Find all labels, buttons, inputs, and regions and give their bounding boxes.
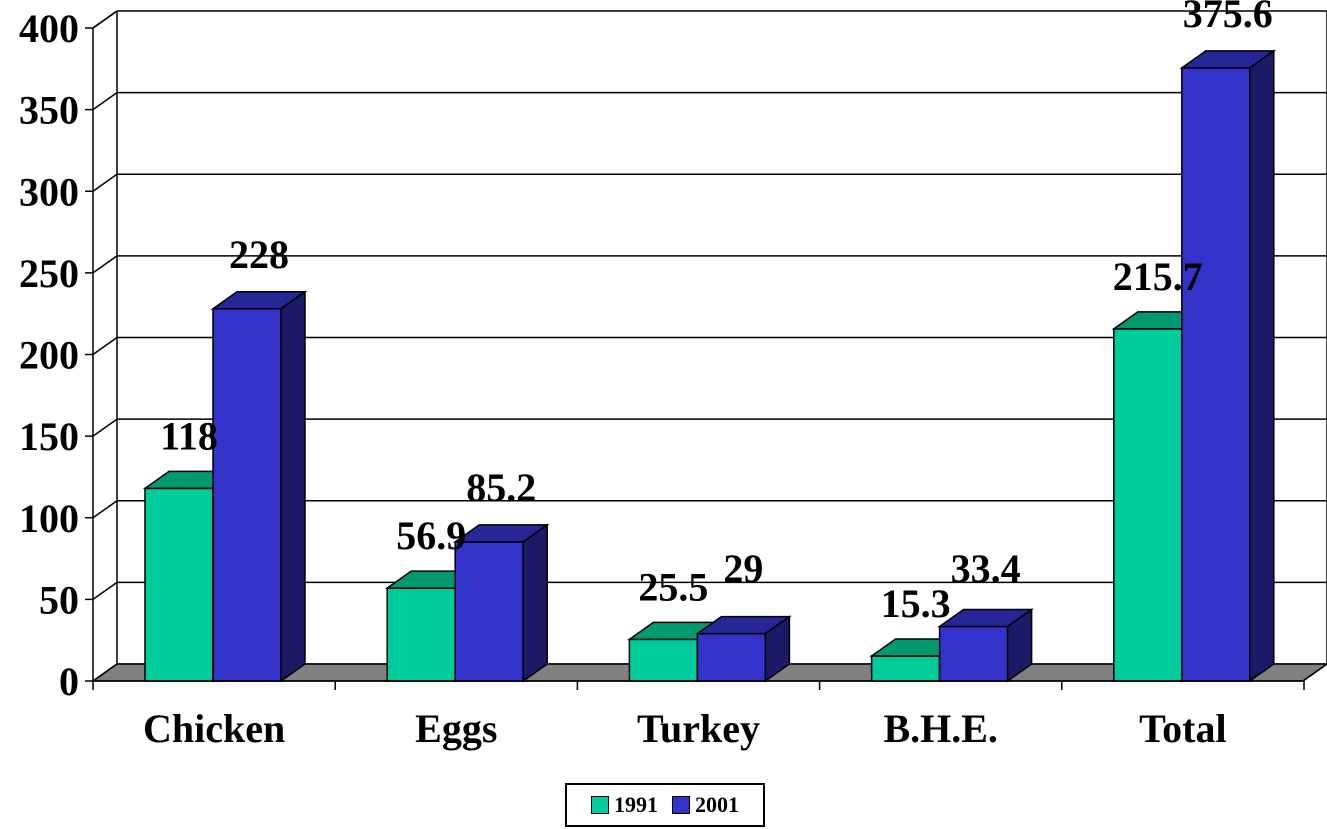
y-tick-label-0: 0 (59, 659, 79, 704)
y-tick-label-300: 300 (19, 169, 79, 214)
bar-1991-Chicken (144, 487, 214, 682)
bar-side-2001-Chicken (280, 290, 306, 683)
data-label-1991-Turkey: 25.5 (638, 564, 708, 609)
x-tick-label-Total: Total (1139, 706, 1226, 751)
legend-swatch-1991 (591, 796, 609, 814)
bar-2001-Chicken (212, 308, 282, 682)
side-wall-gridline (92, 173, 118, 192)
data-label-2001-Eggs: 85.2 (466, 465, 536, 510)
x-tick-label-B.H.E.: B.H.E. (883, 706, 997, 751)
side-wall-gridline (92, 336, 118, 356)
y-tick-label-200: 200 (19, 333, 79, 378)
y-tick-label-150: 150 (19, 414, 79, 459)
bar-1991-Eggs (386, 587, 456, 682)
y-tick-label-400: 400 (19, 6, 79, 51)
side-wall-gridline (92, 255, 118, 274)
side-wall-gridline (92, 92, 118, 111)
side-wall-gridline (92, 500, 118, 519)
side-wall-gridline (92, 10, 118, 29)
data-label-2001-B.H.E.: 33.4 (951, 546, 1021, 591)
bar-2001-Total (1181, 67, 1251, 682)
bar-1991-Total (1113, 328, 1183, 682)
bar-side-2001-Total (1249, 49, 1275, 683)
x-tick-label-Chicken: Chicken (143, 706, 285, 751)
bar-side-2001-B.H.E. (1006, 608, 1033, 683)
data-label-1991-Eggs: 56.9 (396, 513, 466, 558)
data-label-1991-B.H.E.: 15.3 (881, 581, 951, 626)
bar-1991-Turkey (628, 638, 699, 682)
data-label-2001-Total: 375.6 (1183, 0, 1273, 36)
y-tick-label-100: 100 (19, 496, 79, 541)
legend-swatch-2001 (672, 796, 690, 814)
y-tick-label-50: 50 (39, 577, 79, 622)
bar-2001-Eggs (454, 541, 524, 682)
y-tick-label-250: 250 (19, 251, 79, 296)
bar-2001-Turkey (696, 632, 767, 682)
bar-side-2001-Turkey (764, 615, 791, 683)
data-label-1991-Total: 215.7 (1113, 254, 1203, 299)
legend-label-1991: 1991 (614, 792, 658, 817)
x-tick-label-Eggs: Eggs (415, 706, 497, 751)
side-wall-gridline (92, 663, 118, 682)
legend: 1991 2001 (565, 783, 765, 827)
data-label-1991-Chicken: 118 (160, 413, 218, 458)
legend-label-2001: 2001 (695, 792, 739, 817)
bar-side-2001-Eggs (522, 523, 548, 683)
bar-1991-B.H.E. (870, 655, 941, 682)
side-wall-gridline (92, 581, 118, 600)
floor-right-edge (1302, 663, 1327, 682)
legend-item-2001: 2001 (672, 792, 739, 818)
legend-item-1991: 1991 (591, 792, 658, 818)
x-tick-label-Turkey: Turkey (637, 706, 760, 751)
bar-2001-B.H.E. (938, 625, 1009, 682)
data-label-2001-Chicken: 228 (229, 232, 289, 277)
y-tick-label-350: 350 (19, 88, 79, 133)
side-wall-gridline (92, 418, 118, 437)
data-label-2001-Turkey: 29 (723, 546, 763, 591)
